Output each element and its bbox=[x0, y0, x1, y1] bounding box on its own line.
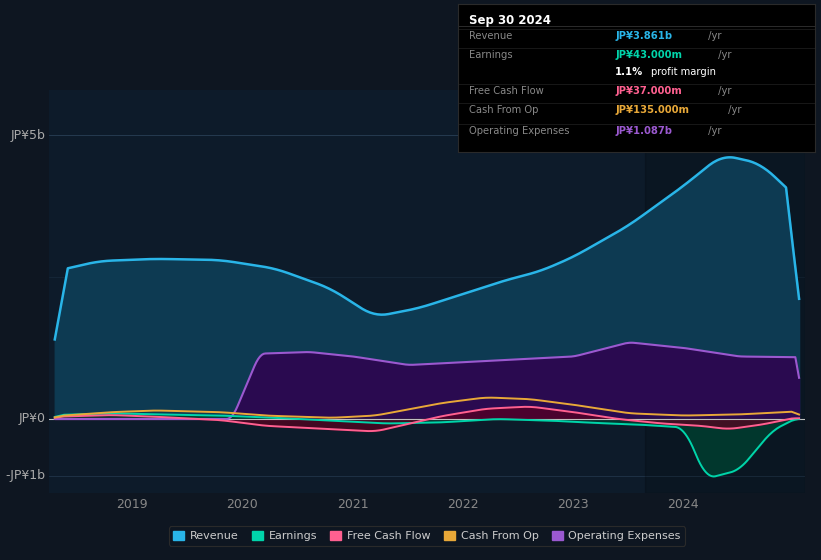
Text: JP¥0: JP¥0 bbox=[19, 413, 45, 426]
Text: /yr: /yr bbox=[715, 86, 732, 96]
Text: /yr: /yr bbox=[715, 50, 732, 60]
Text: Earnings: Earnings bbox=[469, 50, 512, 60]
Text: Cash From Op: Cash From Op bbox=[469, 105, 539, 115]
Legend: Revenue, Earnings, Free Cash Flow, Cash From Op, Operating Expenses: Revenue, Earnings, Free Cash Flow, Cash … bbox=[168, 526, 686, 545]
Text: JP¥3.861b: JP¥3.861b bbox=[615, 31, 672, 41]
Text: JP¥5b: JP¥5b bbox=[11, 129, 45, 142]
Text: Revenue: Revenue bbox=[469, 31, 512, 41]
Text: -JP¥1b: -JP¥1b bbox=[6, 469, 45, 482]
Bar bbox=[644, 90, 805, 493]
Text: /yr: /yr bbox=[705, 126, 722, 136]
Text: JP¥37.000m: JP¥37.000m bbox=[615, 86, 682, 96]
Text: JP¥135.000m: JP¥135.000m bbox=[615, 105, 690, 115]
Text: /yr: /yr bbox=[725, 105, 741, 115]
Text: 1.1%: 1.1% bbox=[615, 67, 644, 77]
Text: Sep 30 2024: Sep 30 2024 bbox=[469, 15, 551, 27]
Text: profit margin: profit margin bbox=[651, 67, 716, 77]
Text: JP¥1.087b: JP¥1.087b bbox=[615, 126, 672, 136]
Text: Operating Expenses: Operating Expenses bbox=[469, 126, 569, 136]
Text: /yr: /yr bbox=[705, 31, 722, 41]
Text: Free Cash Flow: Free Cash Flow bbox=[469, 86, 544, 96]
Text: JP¥43.000m: JP¥43.000m bbox=[615, 50, 682, 60]
